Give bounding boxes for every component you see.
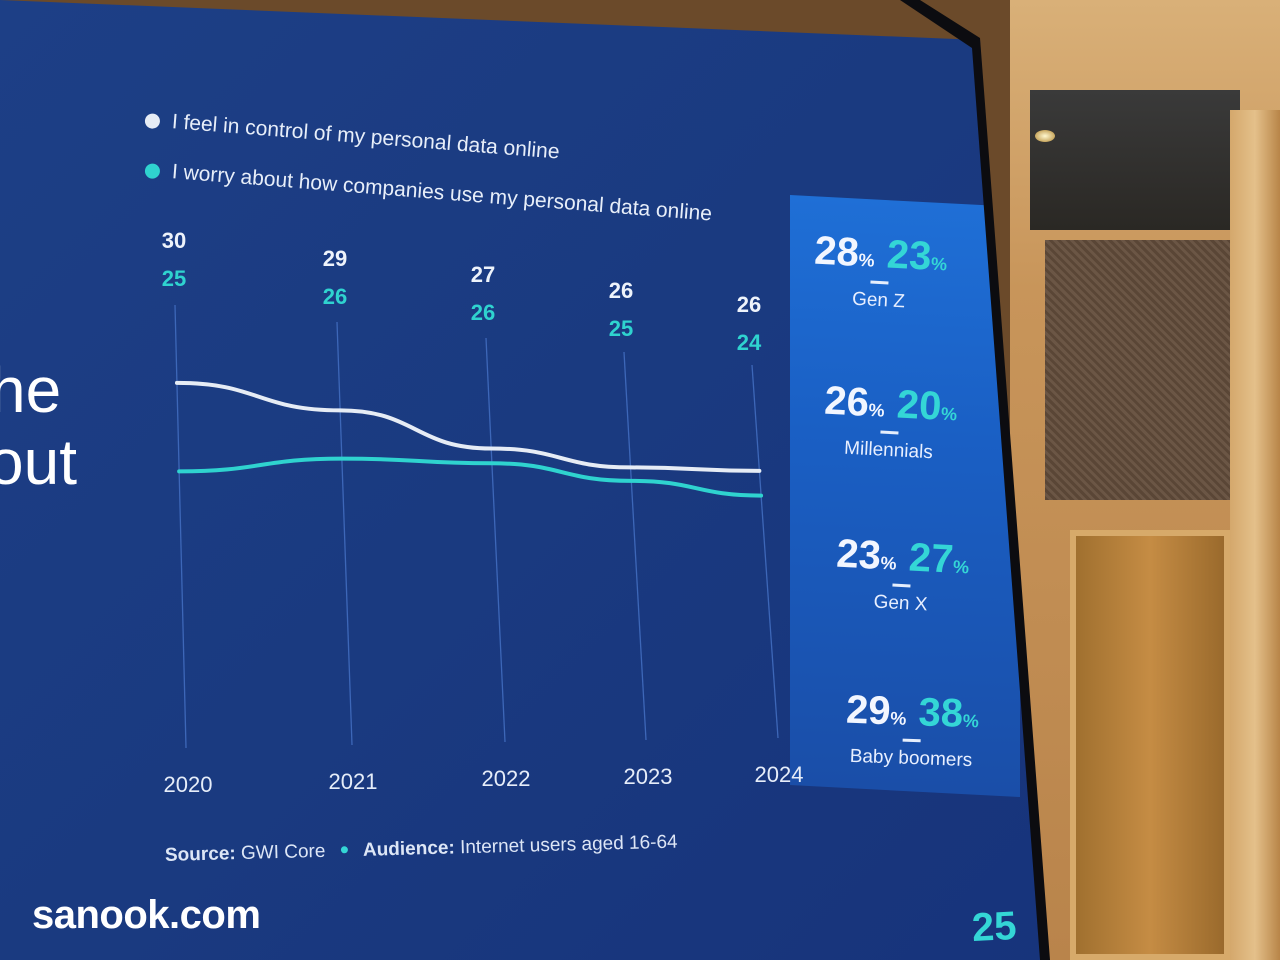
boomers-control-value: 29% bbox=[845, 687, 907, 734]
genx-dash bbox=[892, 583, 911, 588]
millennials-control-value: 26% bbox=[823, 378, 886, 425]
gridline-2020 bbox=[174, 304, 187, 749]
audience-label: Audience: bbox=[362, 837, 456, 861]
genz-control-value: 28% bbox=[813, 228, 876, 275]
series-line-control bbox=[174, 380, 762, 473]
label-worry-2023: 25 bbox=[609, 316, 633, 341]
series-line-worry bbox=[177, 456, 764, 498]
label-worry-2024: 24 bbox=[737, 330, 762, 355]
millennials-worry-value: 20% bbox=[895, 382, 958, 429]
x-tick-2024: 2024 bbox=[755, 762, 804, 787]
label-control-2021: 29 bbox=[323, 246, 347, 271]
gridline-2021 bbox=[336, 321, 353, 746]
gen-block-genz: 28% 23% Gen Z bbox=[798, 228, 962, 316]
source-value: GWI Core bbox=[240, 840, 326, 865]
audience-value: Internet users aged 16-64 bbox=[459, 831, 678, 859]
label-control-2024: 26 bbox=[737, 292, 761, 317]
cropped-heading-line2: out bbox=[0, 426, 77, 498]
x-tick-2020: 2020 bbox=[164, 772, 213, 797]
corner-logo: 25 bbox=[970, 903, 1018, 951]
x-tick-2022: 2022 bbox=[482, 766, 531, 791]
x-tick-2021: 2021 bbox=[329, 769, 378, 794]
cropped-heading-line1: he bbox=[0, 354, 62, 426]
source-separator bbox=[340, 846, 348, 854]
label-worry-2022: 26 bbox=[471, 300, 495, 325]
label-control-2023: 26 bbox=[609, 278, 633, 303]
millennials-dash bbox=[880, 430, 899, 435]
genz-dash bbox=[870, 280, 889, 285]
gridline-2023 bbox=[623, 351, 647, 741]
label-worry-2020: 25 bbox=[162, 266, 186, 291]
genx-control-value: 23% bbox=[835, 531, 898, 578]
boomers-worry-value: 38% bbox=[917, 690, 980, 736]
label-control-2020: 30 bbox=[162, 228, 186, 253]
door bbox=[1070, 530, 1230, 960]
gen-block-millennials: 26% 20% Millennials bbox=[808, 378, 972, 466]
ceiling-light bbox=[1035, 130, 1055, 142]
watermark-logo: sanook.com bbox=[32, 893, 261, 937]
door-frame bbox=[1230, 110, 1280, 960]
gridline-2024 bbox=[751, 364, 779, 739]
boomers-dash bbox=[902, 738, 921, 743]
source-label: Source: bbox=[164, 843, 236, 866]
line-chart: 30 25 29 26 27 26 26 25 26 24 2020 2021 2022 2023 2024 bbox=[162, 228, 804, 797]
wall-panel bbox=[1045, 240, 1235, 500]
genx-worry-value: 27% bbox=[907, 535, 970, 582]
source-line: Source: GWI Core Audience: Internet user… bbox=[165, 832, 678, 867]
gen-block-boomers: 29% 38% Baby boomers bbox=[831, 687, 994, 773]
x-tick-2023: 2023 bbox=[624, 764, 673, 789]
ceiling bbox=[1030, 90, 1240, 230]
genz-worry-value: 23% bbox=[885, 232, 948, 279]
label-control-2022: 27 bbox=[471, 262, 495, 287]
gen-block-genx: 23% 27% Gen X bbox=[820, 531, 984, 619]
gridline-2022 bbox=[485, 337, 506, 743]
label-worry-2021: 26 bbox=[323, 284, 347, 309]
